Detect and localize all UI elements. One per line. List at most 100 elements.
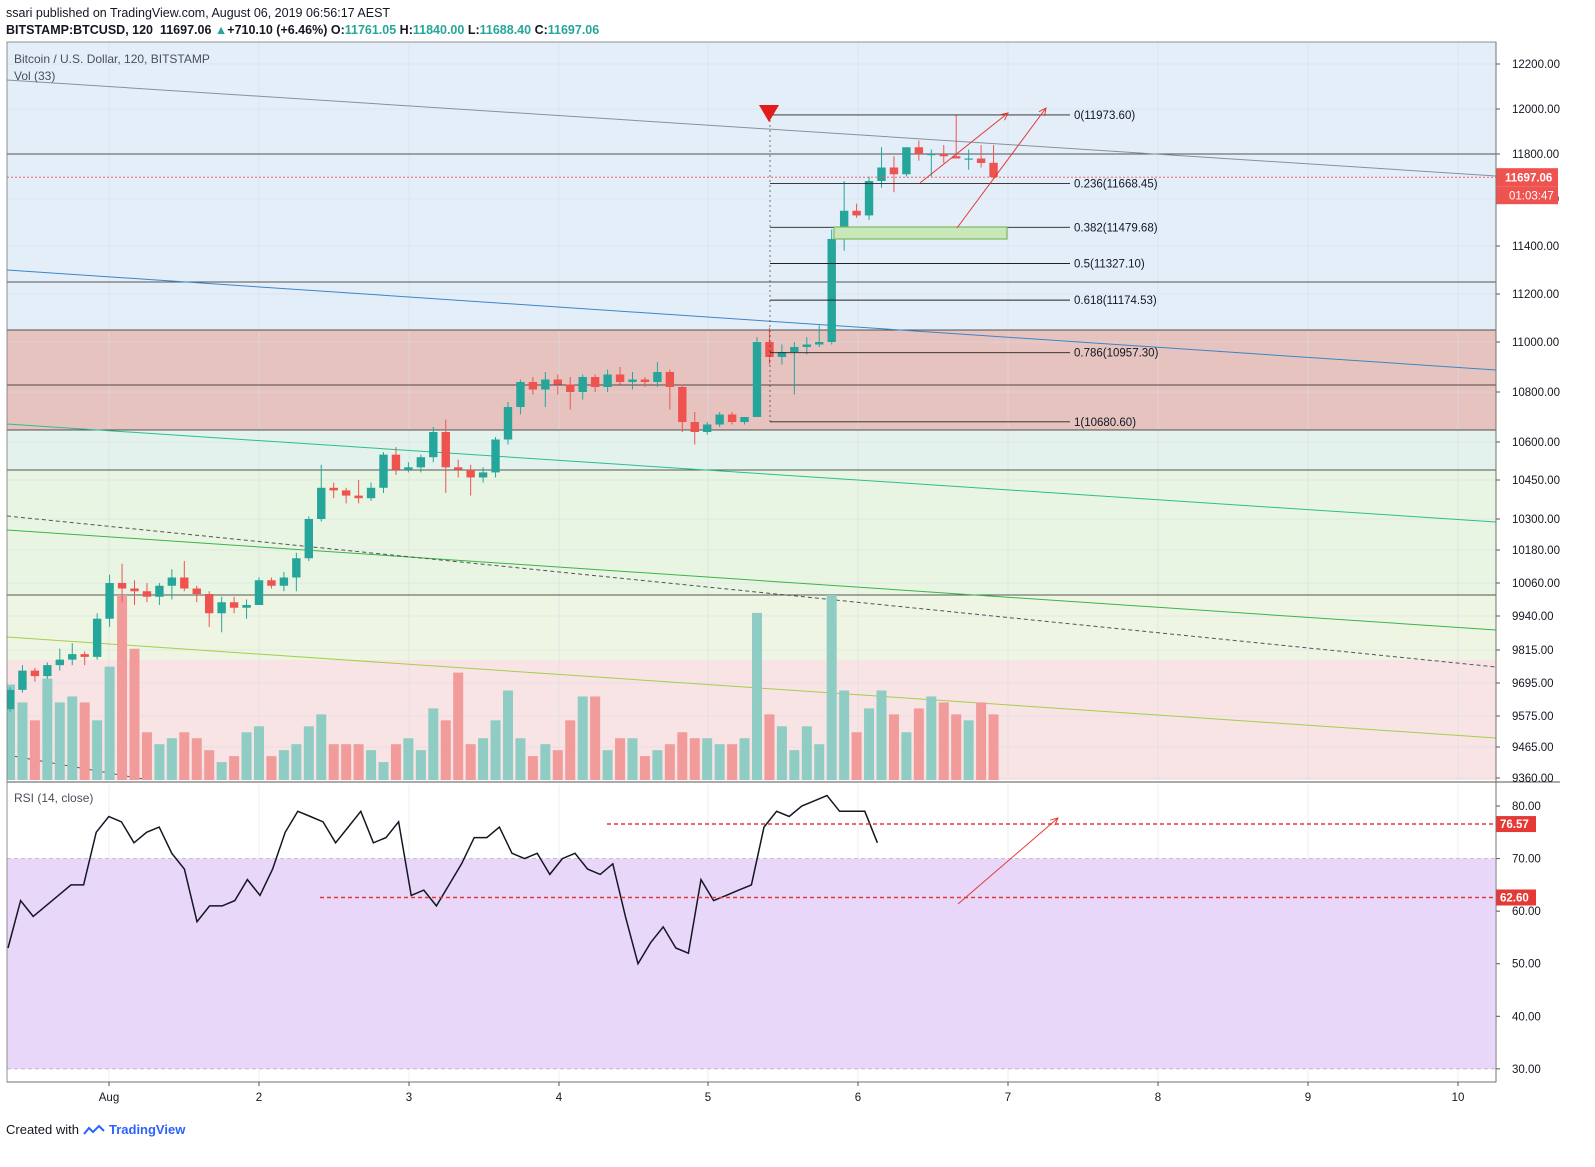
rsi-tick-label: 80.00 bbox=[1512, 801, 1541, 813]
price-pane[interactable]: 0(11973.60) 0.236(11668.45) 0.382(11479.68… bbox=[5, 42, 1560, 1082]
candle-body bbox=[503, 407, 513, 440]
rsi-tick-label: 70.00 bbox=[1512, 854, 1541, 866]
fib-label: 0.236(11668.45) bbox=[1074, 179, 1158, 191]
projection-arrow-1-head bbox=[1000, 112, 1009, 121]
fib-label: 0.786(10957.30) bbox=[1074, 348, 1159, 360]
tradingview-logo-icon bbox=[83, 1124, 105, 1135]
volume-bar bbox=[938, 702, 949, 780]
fib-label: 0.5(11327.10) bbox=[1074, 258, 1145, 270]
volume-bar bbox=[963, 720, 974, 780]
last-price: 11697.06 bbox=[159, 23, 212, 37]
volume-bar bbox=[353, 744, 364, 780]
trend-line-blue bbox=[7, 269, 1496, 371]
volume-bar bbox=[428, 708, 439, 780]
candle-body bbox=[167, 577, 177, 586]
price-tick-label: 11800.00 bbox=[1512, 149, 1559, 161]
created-with-text: Created with bbox=[6, 1122, 79, 1137]
candle-body bbox=[790, 347, 799, 352]
candle-body bbox=[7, 689, 15, 710]
candle-body bbox=[454, 467, 463, 470]
volume-bar bbox=[278, 750, 289, 780]
volume-bar bbox=[826, 595, 837, 780]
candle-body bbox=[192, 588, 201, 594]
candle-body bbox=[590, 377, 600, 387]
price-tick-label: 10800.00 bbox=[1512, 387, 1560, 399]
low-value: 11688.40 bbox=[479, 23, 532, 37]
price-tick-label: 10600.00 bbox=[1512, 437, 1560, 449]
volume-bar bbox=[689, 738, 700, 780]
volume-bar bbox=[602, 750, 613, 780]
volume-bar bbox=[378, 762, 389, 780]
volume-bar bbox=[154, 744, 165, 780]
volume-bar bbox=[229, 756, 240, 780]
candle-body bbox=[914, 147, 924, 154]
volume-bar bbox=[440, 720, 451, 780]
volume-bar bbox=[166, 738, 177, 780]
candle-body bbox=[839, 210, 849, 239]
zone-band-4 bbox=[7, 595, 1496, 660]
volume-label: Vol (33) bbox=[14, 69, 55, 83]
price-tick-label: 9465.00 bbox=[1512, 742, 1554, 754]
volume-bar bbox=[652, 750, 663, 780]
volume-bar bbox=[104, 666, 115, 780]
volume-bar bbox=[490, 720, 501, 780]
brand-text: TradingView bbox=[108, 1122, 186, 1137]
fib-label: 1(10680.60) bbox=[1074, 417, 1136, 429]
candle-body bbox=[864, 181, 874, 216]
time-tick-label: 2 bbox=[256, 1092, 262, 1104]
candle-body bbox=[665, 372, 675, 387]
volume-bar bbox=[776, 726, 787, 780]
rsi-pane[interactable]: 80.00 70.00 60.00 50.00 40.00 30.00 76.57 62.60… bbox=[6, 41, 1541, 1104]
volume-bar bbox=[303, 726, 314, 780]
candle-body bbox=[528, 382, 538, 390]
candle-body bbox=[404, 467, 413, 470]
candle-body bbox=[939, 154, 948, 157]
volume-bar bbox=[67, 696, 78, 780]
candle-body bbox=[155, 585, 164, 597]
candle-body bbox=[678, 387, 687, 422]
candle-body bbox=[827, 238, 836, 342]
rsi-level-label: 62.60 bbox=[1500, 892, 1529, 904]
volume-bar bbox=[677, 732, 688, 780]
candle-body bbox=[142, 591, 152, 597]
time-tick-label: 10 bbox=[1452, 1092, 1465, 1104]
price-tick-label: 12000.00 bbox=[1512, 104, 1560, 116]
zone-band-2 bbox=[7, 430, 1496, 470]
candle-body bbox=[354, 495, 363, 499]
volume-bar bbox=[752, 612, 762, 780]
projection-arrow-2-head bbox=[1038, 107, 1047, 116]
candle-body bbox=[180, 577, 189, 589]
volume-bar bbox=[913, 708, 924, 780]
volume-bar bbox=[266, 756, 277, 780]
candle-body bbox=[18, 670, 27, 690]
volume-bar bbox=[515, 738, 526, 780]
zone-band-1 bbox=[7, 330, 1496, 430]
candle-body bbox=[927, 154, 936, 156]
volume-bar bbox=[888, 714, 899, 780]
candle-body bbox=[578, 377, 587, 392]
rsi-level-badge bbox=[1496, 889, 1536, 906]
countdown-badge bbox=[1496, 186, 1558, 205]
fib-label: 0.382(11479.68) bbox=[1074, 222, 1158, 234]
candle-body bbox=[317, 487, 326, 519]
candle-body bbox=[379, 454, 388, 488]
volume-bar bbox=[988, 714, 999, 780]
rsi-tick-label: 50.00 bbox=[1512, 959, 1541, 971]
volume-bar bbox=[341, 744, 352, 780]
price-tick-label: 9815.00 bbox=[1512, 645, 1554, 657]
candle-body bbox=[640, 379, 650, 382]
volume-bar bbox=[92, 720, 103, 780]
price-tick-label: 9940.00 bbox=[1512, 611, 1554, 623]
volume-bar bbox=[204, 750, 215, 780]
candle-body bbox=[254, 580, 264, 605]
volume-bar bbox=[814, 744, 825, 780]
volume-bar bbox=[191, 738, 202, 780]
volume-bar bbox=[503, 690, 513, 780]
candle-body bbox=[55, 659, 64, 666]
candle-body bbox=[976, 158, 986, 163]
candle-body bbox=[852, 210, 861, 216]
time-tick-label: 7 bbox=[1005, 1092, 1011, 1104]
time-tick-label: 8 bbox=[1155, 1092, 1161, 1104]
candle-body bbox=[628, 379, 637, 382]
